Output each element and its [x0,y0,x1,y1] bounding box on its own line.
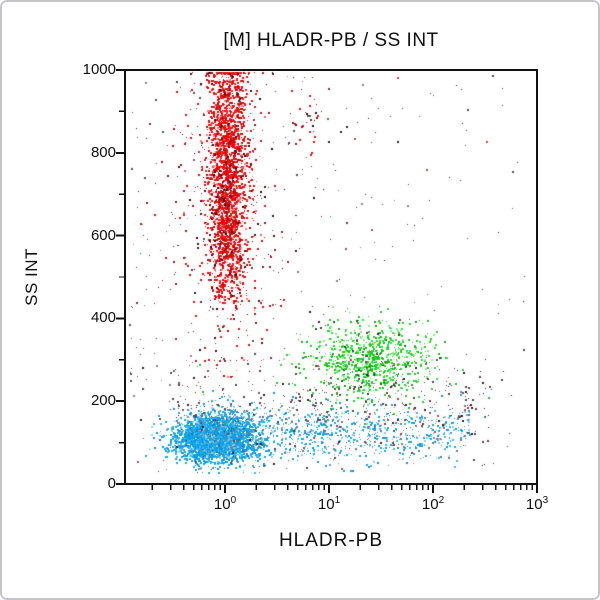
x-tick-label: 101 [317,495,341,514]
chart-title: [M] HLADR-PB / SS INT [223,30,439,51]
y-tick-label: 800 [90,143,116,161]
y-tick-label: 1000 [82,61,116,79]
y-tick-label: 400 [90,309,116,327]
x-tick-label: 100 [213,495,237,514]
y-tick-label: 200 [90,392,116,410]
y-tick-label: 600 [90,226,116,244]
x-tick-label: 103 [525,495,549,514]
x-axis-label: HLADR-PB [278,530,384,551]
y-tick-label: 0 [107,475,116,493]
x-tick-label: 102 [421,495,445,514]
y-axis-label: SS INT [22,248,41,306]
